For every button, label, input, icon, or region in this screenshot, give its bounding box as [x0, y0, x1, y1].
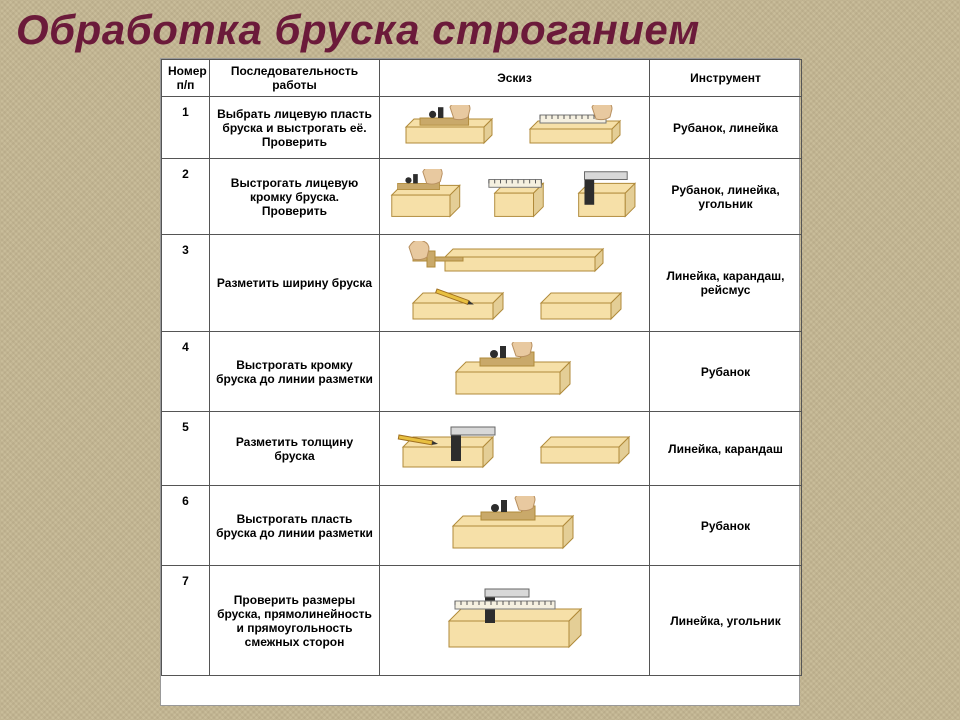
table-row: 5 Разметить толщину бруска Линейка, кара… — [162, 412, 802, 486]
process-table: Номер п/п Последовательность работы Эски… — [161, 59, 802, 676]
col-header-tool: Инструмент — [650, 60, 802, 97]
cell-tool: Линейка, карандаш — [650, 412, 802, 486]
cell-num: 3 — [162, 235, 210, 332]
cell-step: Выстрогать кромку бруска до линии размет… — [210, 332, 380, 412]
cell-num: 7 — [162, 566, 210, 676]
cell-sketch — [380, 332, 650, 412]
cell-num: 1 — [162, 97, 210, 159]
cell-sketch — [380, 566, 650, 676]
cell-step: Разметить толщину бруска — [210, 412, 380, 486]
col-header-step: Последовательность работы — [210, 60, 380, 97]
table-row: 4 Выстрогать кромку бруска до линии разм… — [162, 332, 802, 412]
cell-step: Разметить ширину бруска — [210, 235, 380, 332]
cell-step: Проверить размеры бруска, прямолинейност… — [210, 566, 380, 676]
col-header-num: Номер п/п — [162, 60, 210, 97]
table-row: 3 Разметить ширину бруска Линейка, каран… — [162, 235, 802, 332]
cell-sketch — [380, 486, 650, 566]
cell-tool: Линейка, карандаш, рейсмус — [650, 235, 802, 332]
cell-sketch — [380, 159, 650, 235]
table-row: 2 Выстрогать лицевую кромку бруска. Пров… — [162, 159, 802, 235]
cell-step: Выстрогать пласть бруска до линии размет… — [210, 486, 380, 566]
table-row: 6 Выстрогать пласть бруска до линии разм… — [162, 486, 802, 566]
cell-sketch — [380, 412, 650, 486]
cell-tool: Линейка, угольник — [650, 566, 802, 676]
cell-step: Выстрогать лицевую кромку бруска. Провер… — [210, 159, 380, 235]
cell-num: 5 — [162, 412, 210, 486]
cell-sketch — [380, 235, 650, 332]
instruction-card: Номер п/п Последовательность работы Эски… — [160, 58, 800, 706]
page-title: Обработка бруска строганием — [0, 0, 960, 58]
cell-step: Выбрать лицевую пласть бруска и выстрога… — [210, 97, 380, 159]
table-row: 7 Проверить размеры бруска, прямолинейно… — [162, 566, 802, 676]
cell-tool: Рубанок, линейка — [650, 97, 802, 159]
cell-tool: Рубанок — [650, 486, 802, 566]
table-header-row: Номер п/п Последовательность работы Эски… — [162, 60, 802, 97]
cell-sketch — [380, 97, 650, 159]
cell-tool: Рубанок, линейка, угольник — [650, 159, 802, 235]
table-row: 1 Выбрать лицевую пласть бруска и выстро… — [162, 97, 802, 159]
col-header-sketch: Эскиз — [380, 60, 650, 97]
cell-tool: Рубанок — [650, 332, 802, 412]
cell-num: 6 — [162, 486, 210, 566]
cell-num: 2 — [162, 159, 210, 235]
cell-num: 4 — [162, 332, 210, 412]
